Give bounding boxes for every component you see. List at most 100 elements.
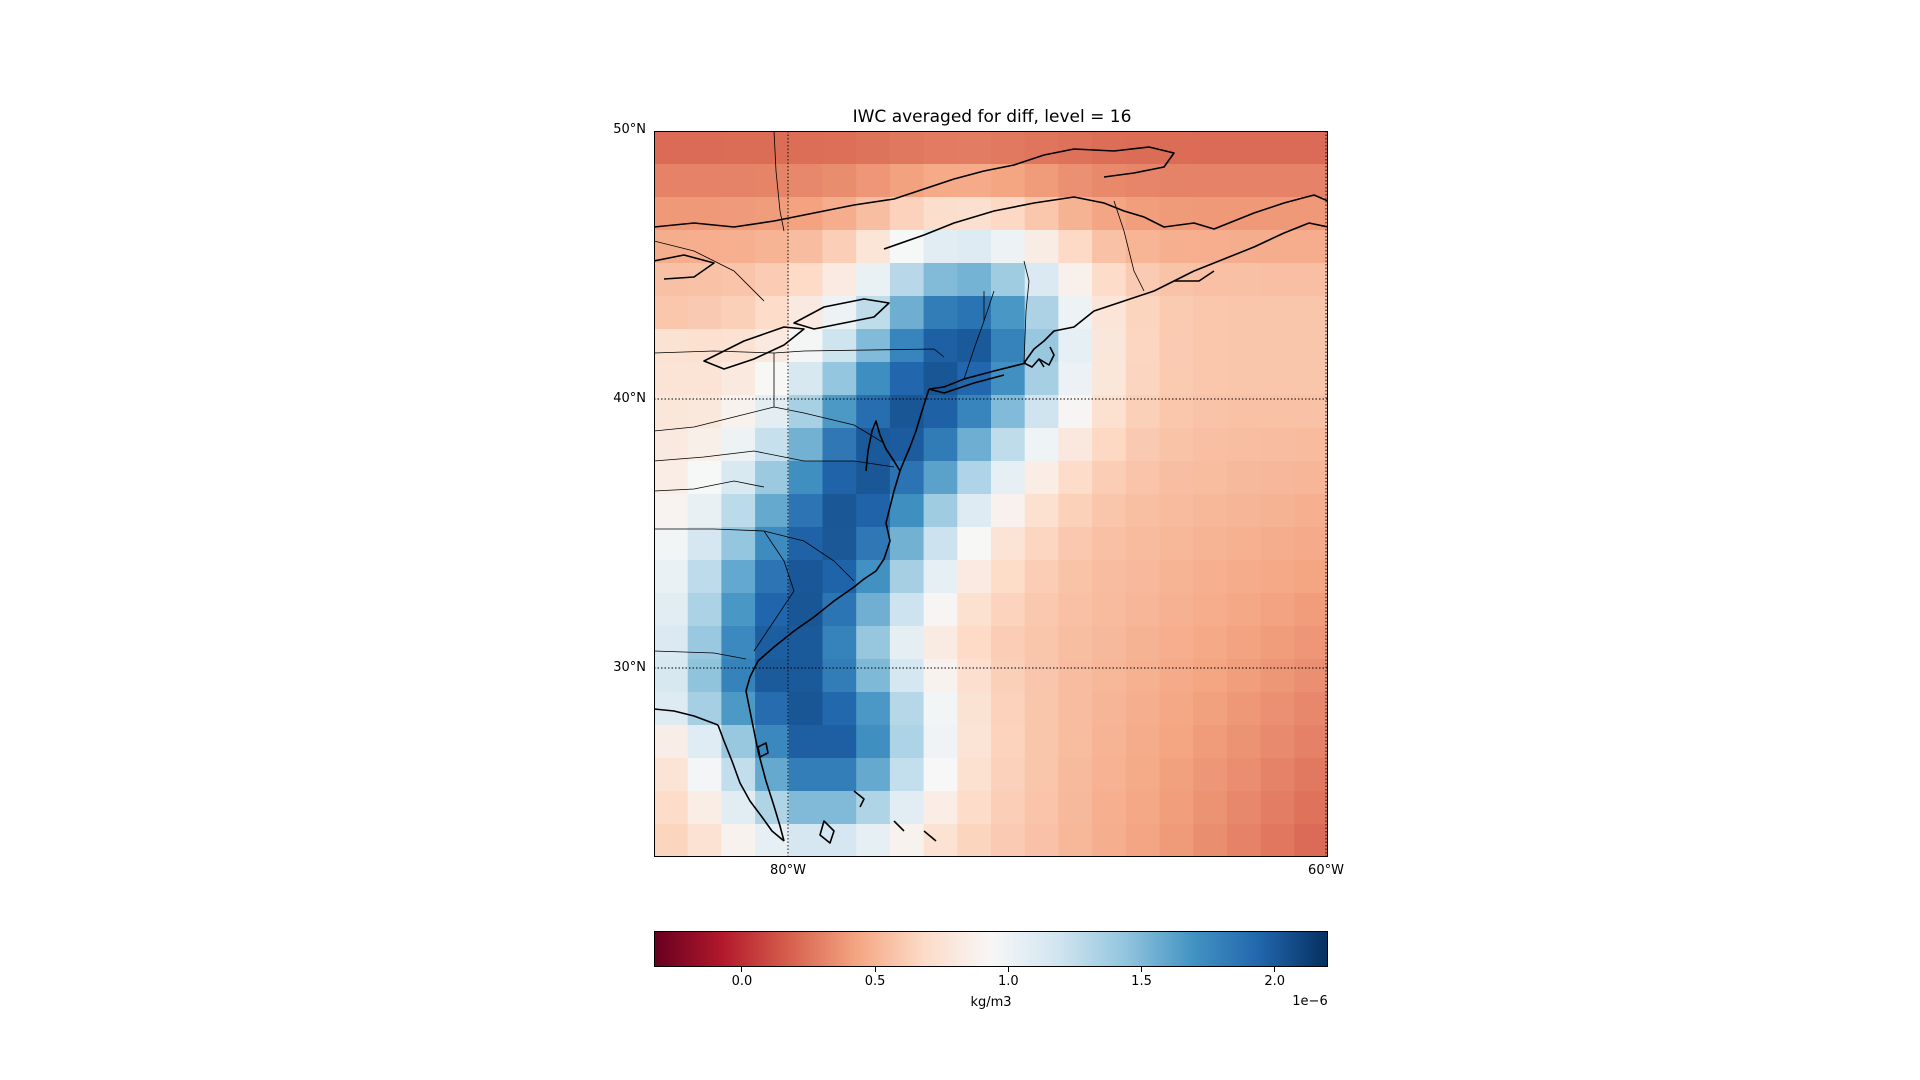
heatmap-cell [687,824,722,857]
heatmap-cell [889,659,925,693]
heatmap-cell [1092,791,1127,825]
heatmap-cell [856,725,891,759]
heatmap-cell [1024,758,1059,792]
heatmap-cell [1125,824,1161,857]
heatmap-cell [788,692,824,726]
heatmap-cell [1024,626,1059,660]
heatmap-cell [755,461,790,495]
heatmap-cell [721,461,756,495]
heatmap-cell [755,428,790,462]
heatmap-cell [654,527,689,561]
map-frame [654,131,1328,857]
heatmap-cell [1294,362,1328,396]
heatmap-cell [788,824,824,857]
heatmap-cell [755,395,790,429]
lat-label-50n: 50°N [613,122,646,137]
heatmap-cell [923,131,958,165]
heatmap-cell [957,659,992,693]
heatmap-cell [923,791,958,825]
heatmap-cell [721,131,756,165]
heatmap-cell [957,824,992,857]
heatmap-cell [788,329,824,363]
heatmap-cell [822,758,857,792]
heatmap-cell [1226,659,1262,693]
heatmap-cell [923,296,958,330]
heatmap-cell [957,758,992,792]
heatmap-cell [1193,329,1228,363]
heatmap-cell [788,461,824,495]
heatmap-cell [822,593,857,627]
heatmap-cell [889,263,925,297]
heatmap-cell [1226,296,1262,330]
heatmap-cell [856,395,891,429]
heatmap-cell [1125,593,1161,627]
heatmap-cell [687,164,722,198]
heatmap-cell [1159,692,1194,726]
heatmap-cell [788,395,824,429]
heatmap-cell [1092,527,1127,561]
heatmap-cell [687,494,722,528]
heatmap-cell [923,527,958,561]
heatmap-cells [654,131,1328,857]
heatmap-cell [1226,329,1262,363]
heatmap-cell [1159,659,1194,693]
heatmap-cell [1294,725,1328,759]
heatmap-cell [1260,296,1295,330]
heatmap-cell [721,824,756,857]
heatmap-cell [1260,263,1295,297]
heatmap-cell [1159,824,1194,857]
heatmap-cell [1260,659,1295,693]
heatmap-cell [856,692,891,726]
heatmap-cell [1024,296,1059,330]
heatmap-cell [991,197,1026,231]
heatmap-cell [1159,362,1194,396]
heatmap-cell [889,197,925,231]
heatmap-cell [1092,758,1127,792]
heatmap-cell [755,362,790,396]
heatmap-cell [1024,494,1059,528]
heatmap-cell [1260,461,1295,495]
heatmap-cell [1226,527,1262,561]
heatmap-cell [889,593,925,627]
heatmap-cell [1193,428,1228,462]
colorbar-tick-label: 0.0 [731,974,753,989]
heatmap-cell [687,362,722,396]
heatmap-cell [755,230,790,264]
heatmap-cell [856,758,891,792]
heatmap-cell [1226,362,1262,396]
heatmap-cell [1125,362,1161,396]
heatmap-cell [1024,329,1059,363]
heatmap-cell [1125,494,1161,528]
heatmap-cell [1193,593,1228,627]
heatmap-cell [991,461,1026,495]
heatmap-cell [1260,560,1295,594]
heatmap-cell [687,230,722,264]
heatmap-cell [889,824,925,857]
heatmap-cell [1159,164,1194,198]
heatmap-cell [1294,395,1328,429]
heatmap-cell [1058,758,1093,792]
heatmap-cell [1024,824,1059,857]
heatmap-cell [889,560,925,594]
heatmap-cell [957,164,992,198]
heatmap-cell [788,230,824,264]
heatmap-cell [721,725,756,759]
heatmap-cell [822,428,857,462]
coastlines [654,146,1328,844]
heatmap-cell [1024,461,1059,495]
heatmap-cell [1159,230,1194,264]
heatmap-cell [654,824,689,857]
heatmap-cell [856,494,891,528]
heatmap-cell [788,659,824,693]
heatmap-cell [1058,296,1093,330]
heatmap-cell [1125,395,1161,429]
heatmap-cell [654,461,689,495]
colorbar-tick-label: 2.0 [1264,974,1286,989]
heatmap-cell [1024,560,1059,594]
heatmap-cell [721,329,756,363]
heatmap-cell [856,461,891,495]
heatmap-cell [1260,494,1295,528]
heatmap-cell [1125,461,1161,495]
heatmap-cell [957,428,992,462]
heatmap-cell [654,593,689,627]
